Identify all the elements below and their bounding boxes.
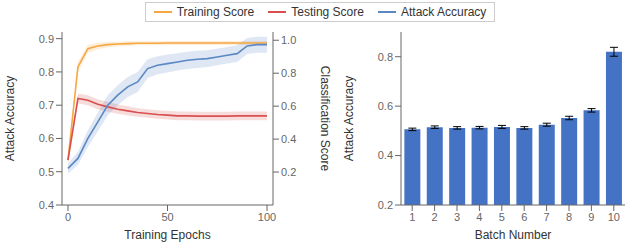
svg-text:9: 9: [588, 211, 594, 223]
html-text:Testing Score: Testing Score: [291, 5, 364, 19]
svg-text:100: 100: [258, 211, 276, 223]
svg-text:0.6: 0.6: [281, 100, 296, 112]
svg-text:1.0: 1.0: [281, 34, 296, 46]
svg-text:50: 50: [161, 211, 173, 223]
svg-text:7: 7: [544, 211, 550, 223]
svg-text:0.6: 0.6: [378, 100, 393, 112]
svg-text:0.8: 0.8: [378, 51, 393, 63]
svg-text:2: 2: [432, 211, 438, 223]
svg-text:10: 10: [608, 211, 620, 223]
svg-text:0.2: 0.2: [378, 199, 393, 211]
svg-text:6: 6: [521, 211, 527, 223]
svg-text:8: 8: [566, 211, 572, 223]
svg-text:0.2: 0.2: [281, 166, 296, 178]
svg-text:0: 0: [65, 211, 71, 223]
svg-text:0.8: 0.8: [281, 67, 296, 79]
svg-text:0.9: 0.9: [39, 33, 54, 45]
svg-text:Classification Score: Classification Score: [318, 66, 332, 172]
html-text:Training Score: Training Score: [176, 5, 255, 19]
svg-text:0.6: 0.6: [39, 132, 54, 144]
svg-text:Attack Accuracy: Attack Accuracy: [8, 76, 17, 161]
svg-text:0.4: 0.4: [39, 199, 54, 211]
svg-text:3: 3: [454, 211, 460, 223]
svg-text:0.4: 0.4: [281, 133, 296, 145]
svg-text:4: 4: [476, 211, 482, 223]
svg-text:0.4: 0.4: [378, 149, 393, 161]
svg-text:0.7: 0.7: [39, 99, 54, 111]
svg-text:Attack Accuracy: Attack Accuracy: [342, 76, 356, 161]
svg-text:0.8: 0.8: [39, 66, 54, 78]
svg-text:Batch Number: Batch Number: [475, 228, 552, 242]
svg-text:0.5: 0.5: [39, 166, 54, 178]
svg-text:Training Epochs: Training Epochs: [124, 228, 210, 242]
html-text:Attack Accuracy: Attack Accuracy: [401, 5, 487, 19]
svg-text:1: 1: [409, 211, 415, 223]
svg-text:5: 5: [499, 211, 505, 223]
